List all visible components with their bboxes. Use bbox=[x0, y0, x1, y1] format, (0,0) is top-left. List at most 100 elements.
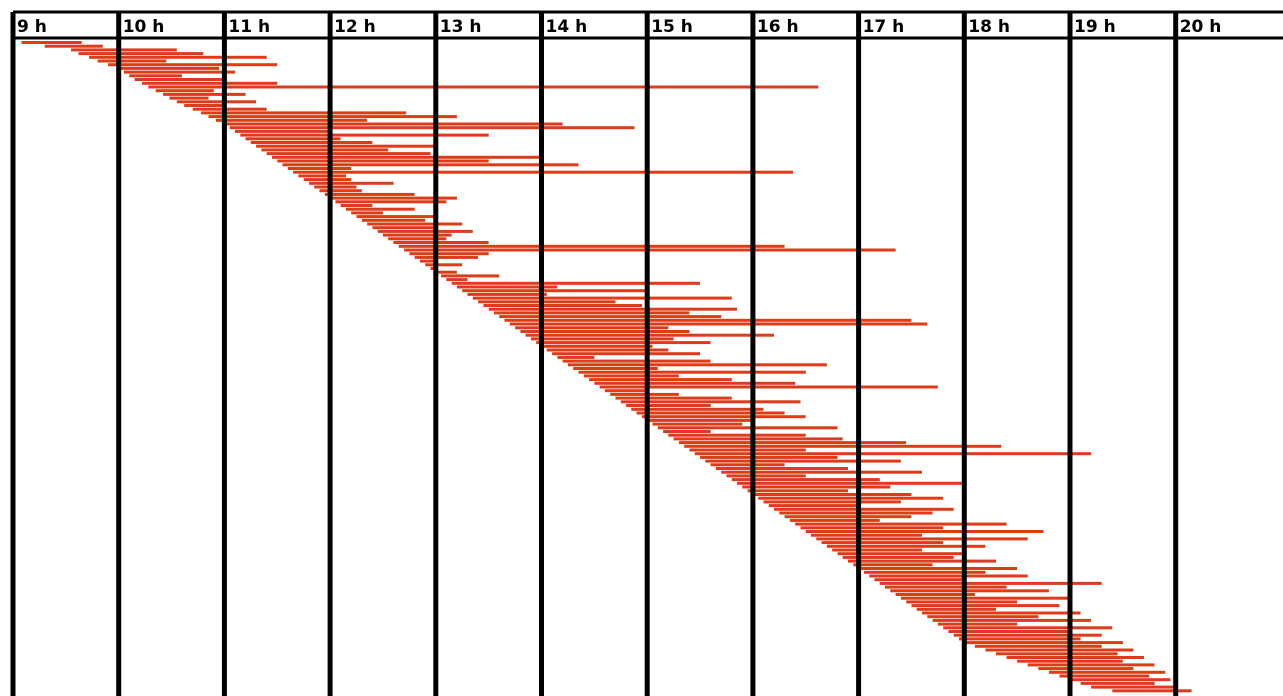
session-bar bbox=[478, 300, 616, 304]
session-bar bbox=[201, 111, 407, 115]
session-bar bbox=[821, 541, 944, 545]
session-bar bbox=[520, 330, 690, 333]
session-bar bbox=[446, 278, 468, 282]
session-bar bbox=[985, 648, 1134, 652]
session-bar bbox=[816, 537, 1028, 541]
session-bar bbox=[272, 155, 542, 159]
hour-label: 14 h bbox=[546, 17, 588, 37]
session-bar bbox=[631, 407, 764, 411]
session-bar bbox=[1038, 667, 1134, 671]
hour-label: 20 h bbox=[1180, 17, 1222, 37]
hour-label: 16 h bbox=[757, 17, 799, 37]
session-bar bbox=[583, 374, 679, 378]
session-bar bbox=[441, 274, 500, 278]
session-bar bbox=[451, 281, 701, 285]
session-bar bbox=[142, 81, 278, 85]
session-bar bbox=[419, 259, 436, 263]
session-bar bbox=[678, 441, 907, 445]
session-bar bbox=[599, 385, 938, 389]
session-bar bbox=[890, 589, 1049, 593]
session-bar bbox=[959, 637, 1081, 641]
session-bar bbox=[996, 652, 1118, 656]
session-bar bbox=[811, 533, 922, 537]
session-bar bbox=[826, 544, 986, 548]
session-bar bbox=[335, 200, 447, 204]
session-bar bbox=[71, 48, 177, 52]
session-bar bbox=[361, 218, 426, 222]
session-bar bbox=[208, 115, 457, 119]
session-bar bbox=[462, 289, 648, 293]
session-bar bbox=[224, 122, 563, 126]
session-bar bbox=[493, 311, 690, 315]
session-bar bbox=[937, 622, 1018, 626]
session-bar bbox=[747, 489, 848, 493]
session-bar bbox=[215, 118, 368, 122]
session-bar bbox=[567, 363, 827, 367]
session-bar bbox=[731, 478, 880, 482]
session-bar bbox=[1048, 670, 1166, 674]
session-bar bbox=[340, 204, 373, 207]
session-bar bbox=[943, 626, 1113, 630]
session-bar bbox=[594, 381, 796, 385]
session-bar bbox=[425, 263, 463, 267]
hour-label: 19 h bbox=[1074, 17, 1116, 37]
session-bar bbox=[636, 411, 785, 415]
session-bar bbox=[1059, 674, 1150, 678]
session-bar bbox=[256, 144, 436, 148]
session-bar bbox=[483, 304, 642, 307]
session-bar bbox=[848, 559, 996, 563]
hour-labels-layer: 9 h 10 h 11 h 12 h 13 h 14 h 15 h 16 h 17 h 18 h 1… bbox=[17, 17, 1221, 37]
session-bar bbox=[250, 141, 373, 144]
session-bar bbox=[657, 426, 838, 430]
session-bar bbox=[742, 485, 891, 489]
session-bar bbox=[414, 255, 479, 259]
session-bar bbox=[367, 222, 463, 226]
session-bar bbox=[409, 252, 489, 256]
hour-label: 9 h bbox=[17, 17, 47, 37]
gridlines-layer bbox=[10, 12, 1179, 696]
session-bar bbox=[684, 444, 1002, 448]
session-bar bbox=[356, 215, 436, 219]
session-bar bbox=[573, 367, 658, 370]
session-bar bbox=[169, 96, 209, 100]
session-bar bbox=[388, 237, 447, 241]
session-bar bbox=[298, 174, 346, 178]
session-bar bbox=[398, 244, 785, 248]
session-bar bbox=[842, 555, 954, 559]
session-bar bbox=[895, 593, 975, 596]
session-bar bbox=[900, 596, 1070, 600]
session-bar bbox=[879, 581, 1102, 585]
session-bar bbox=[78, 52, 204, 56]
hour-label: 17 h bbox=[863, 17, 905, 37]
session-bar bbox=[309, 181, 394, 185]
session-bar bbox=[351, 211, 383, 215]
session-bar bbox=[953, 633, 1102, 637]
session-bar bbox=[647, 418, 753, 422]
session-bar bbox=[1070, 678, 1171, 682]
session-bar bbox=[853, 563, 933, 567]
session-bar bbox=[689, 448, 806, 452]
hour-label: 10 h bbox=[123, 17, 165, 37]
session-bar bbox=[372, 226, 436, 230]
session-bar bbox=[562, 359, 711, 363]
session-bar bbox=[319, 189, 362, 193]
session-bar bbox=[108, 63, 278, 67]
hour-label: 15 h bbox=[651, 17, 693, 37]
session-bar bbox=[974, 644, 1102, 648]
session-bar bbox=[911, 604, 1060, 608]
session-bar bbox=[874, 578, 965, 582]
session-bar bbox=[1006, 656, 1144, 659]
session-bar bbox=[552, 352, 701, 356]
hour-label: 13 h bbox=[440, 17, 482, 37]
session-bar bbox=[456, 285, 558, 289]
session-bar bbox=[282, 163, 579, 167]
session-bar bbox=[467, 292, 547, 296]
session-bar bbox=[163, 92, 246, 96]
session-bar bbox=[615, 396, 732, 400]
session-bar bbox=[21, 41, 82, 44]
session-bar bbox=[784, 515, 912, 519]
session-bar bbox=[330, 196, 457, 200]
session-bar bbox=[752, 493, 912, 496]
session-bar bbox=[346, 207, 415, 211]
